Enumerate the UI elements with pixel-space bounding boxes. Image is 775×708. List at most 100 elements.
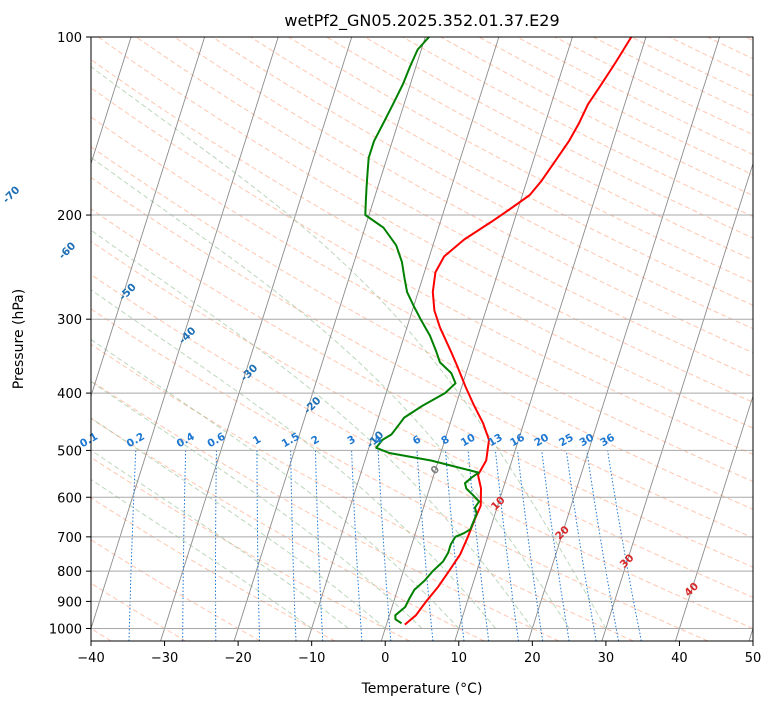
moist-adiabat-line (91, 380, 423, 629)
isotherm-label: 30 (618, 552, 637, 571)
y-tick-label: 100 (57, 31, 82, 46)
x-tick-label: −10 (298, 651, 325, 666)
moist-adiabat-line (91, 478, 312, 629)
dry-adiabat-line (91, 539, 261, 641)
mixing-ratio-label: 25 (557, 432, 576, 450)
y-tick-label: 500 (57, 444, 82, 459)
moist-adiabat-line (91, 66, 607, 629)
isotherm-line (91, 37, 279, 630)
dry-adiabat-line (91, 146, 753, 510)
plot-area (0, 37, 753, 641)
line-labels: -100-90-80-70-60-50-40-30-20-10010203040… (1, 184, 702, 599)
y-tick-label: 300 (57, 313, 82, 328)
mixing-ratio-line (377, 450, 392, 641)
mixing-ratio-line (215, 450, 217, 641)
isobars (91, 37, 753, 629)
isotherm-line (91, 37, 206, 398)
dry-adiabat-line (91, 58, 753, 429)
y-tick-label: 900 (57, 595, 82, 610)
mixing-ratio-label: 8 (439, 433, 451, 447)
isotherm-label: -50 (117, 281, 139, 303)
dry-adiabat-line (91, 274, 753, 630)
x-tick-label: 20 (524, 651, 541, 666)
mixing-ratio-line (256, 450, 260, 641)
dry-adiabat-line (174, 37, 753, 354)
y-tick-label: 1000 (49, 622, 82, 637)
dry-adiabat-line (91, 456, 410, 641)
dry-adiabat-line (97, 37, 753, 403)
x-tick-label: 40 (671, 651, 688, 666)
x-tick-label: 50 (745, 651, 762, 666)
dry-adiabat-line (745, 37, 753, 42)
isotherm-line (675, 394, 753, 641)
dry-adiabat-line (516, 37, 753, 156)
isotherms (0, 37, 753, 641)
dry-adiabat-line (440, 37, 753, 197)
dry-adiabat-line (91, 343, 634, 641)
y-tick-label: 200 (57, 209, 82, 224)
x-axis: −40 −30 −20 −10 0 10 20 30 40 50 (77, 641, 761, 666)
dry-adiabats (91, 37, 753, 641)
y-tick-label: 700 (57, 531, 82, 546)
mixing-ratio-label: 16 (508, 432, 527, 450)
dry-adiabat-line (250, 37, 753, 306)
dry-adiabat-line (478, 37, 753, 176)
mixing-ratio-label: 20 (532, 432, 551, 450)
isotherm-line (233, 37, 426, 641)
y-tick-label: 400 (57, 387, 82, 402)
moist-adiabat-line (91, 417, 386, 629)
isotherm-line (91, 37, 132, 166)
isotherm-label: -70 (1, 184, 23, 206)
dry-adiabat-line (91, 380, 559, 641)
isotherm-line (601, 162, 753, 641)
dry-adiabat-line (91, 497, 336, 641)
x-axis-label: Temperature (°C) (361, 681, 483, 697)
dry-adiabat-line (91, 87, 753, 455)
mixing-ratio-label: 2 (309, 433, 321, 447)
dry-adiabat-line (91, 308, 709, 641)
mixing-ratio-label: 6 (411, 433, 423, 447)
dry-adiabat-line (554, 37, 753, 136)
x-tick-label: 10 (451, 651, 468, 666)
temperature-series-line (404, 37, 633, 626)
dry-adiabat-line (669, 37, 753, 78)
mixing-ratio-label: 0.6 (205, 431, 227, 451)
dry-adiabat-line (91, 116, 753, 483)
dry-adiabat-line (91, 176, 753, 539)
mixing-ratio-lines (128, 450, 642, 641)
x-tick-label: 0 (381, 651, 389, 666)
y-axis: 1000 900 800 700 600 500 400 300 200 100 (49, 31, 91, 637)
mixing-ratio-line (444, 450, 465, 641)
moist-adiabat-line (91, 156, 570, 629)
mixing-ratio-label: 1.5 (280, 431, 302, 451)
isotherm-label: 40 (682, 580, 701, 599)
mixing-ratio-line (128, 450, 137, 641)
mixing-ratio-label: 0.4 (175, 431, 197, 451)
x-tick-label: −40 (77, 651, 104, 666)
isotherm-label: -20 (302, 395, 324, 417)
moist-adiabat-line (91, 449, 349, 629)
y-tick-label: 600 (57, 491, 82, 506)
dewpoint-series-line (364, 37, 481, 625)
sounding-series (364, 37, 633, 626)
isotherm-line (454, 37, 647, 641)
dry-adiabat-line (402, 37, 753, 218)
dry-adiabat-line (91, 417, 485, 641)
isotherm-line (527, 37, 720, 641)
mixing-ratio-line (541, 450, 570, 641)
isotherm-label: 0 (428, 463, 442, 477)
dry-adiabat-line (91, 208, 753, 568)
isotherm-label: -40 (177, 325, 199, 347)
dry-adiabat-line (91, 240, 753, 598)
dry-adiabat-line (592, 37, 753, 116)
isotherm-label: 20 (553, 524, 572, 543)
isotherm-line (0, 37, 58, 641)
x-tick-label: 30 (598, 651, 615, 666)
dry-adiabat-line (212, 37, 753, 330)
mixing-ratio-line (182, 450, 187, 641)
mixing-ratio-line (351, 450, 363, 641)
mixing-ratio-label: 0.2 (125, 431, 147, 451)
isotherm-label: -60 (56, 240, 78, 262)
mixing-ratio-label: 3 (345, 433, 357, 447)
